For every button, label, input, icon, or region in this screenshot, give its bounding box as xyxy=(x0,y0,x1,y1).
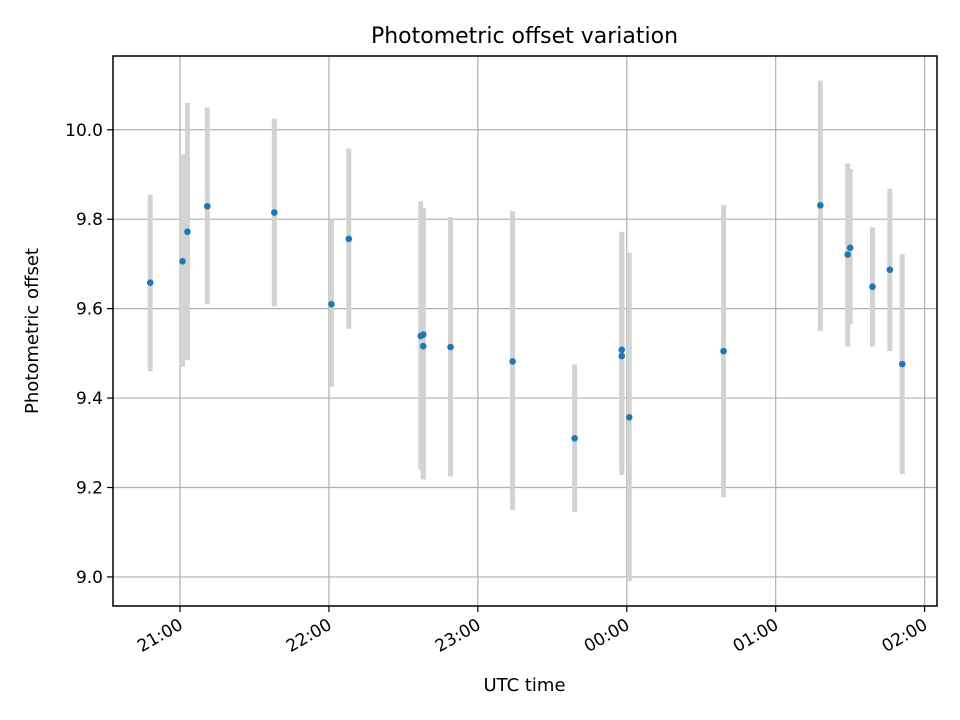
data-point xyxy=(509,358,516,365)
data-point xyxy=(625,414,633,421)
data-point xyxy=(328,300,335,308)
y-axis-label: Photometric offset xyxy=(22,248,43,414)
data-point xyxy=(571,435,578,442)
data-point xyxy=(204,202,211,210)
data-point xyxy=(846,244,854,252)
x-tick-label: 21:00 xyxy=(134,615,186,657)
data-point xyxy=(618,352,626,360)
data-point xyxy=(146,279,154,287)
x-tick-label: 22:00 xyxy=(283,615,335,657)
y-tick-label: 9.8 xyxy=(76,210,103,230)
grid xyxy=(113,56,937,606)
data-point xyxy=(886,266,894,274)
data-point xyxy=(817,202,824,209)
x-axis-label: UTC time xyxy=(483,675,565,696)
x-tick-label: 23:00 xyxy=(432,615,484,657)
plot-frame xyxy=(112,55,938,607)
data-point xyxy=(179,257,186,265)
data-point xyxy=(869,283,876,291)
x-axis: 21:00 22:00 23:00 00:00 01:00 02:00 xyxy=(134,606,931,657)
data-point xyxy=(419,331,427,338)
y-axis: 9.0 9.2 9.4 9.6 9.8 10.0 xyxy=(65,121,113,588)
y-tick-label: 9.6 xyxy=(76,300,103,320)
data-point xyxy=(271,209,278,216)
y-tick-label: 9.2 xyxy=(76,479,103,499)
errorbars xyxy=(147,80,905,582)
y-tick-label: 10.0 xyxy=(65,121,103,141)
x-tick-label: 01:00 xyxy=(730,615,782,657)
data-point xyxy=(618,346,626,354)
data-point xyxy=(720,347,727,355)
x-tick-label: 00:00 xyxy=(581,615,633,657)
y-tick-label: 9.4 xyxy=(76,389,103,409)
data-points xyxy=(146,202,906,442)
data-point xyxy=(844,251,851,258)
data-point xyxy=(345,235,353,243)
data-point xyxy=(898,360,906,368)
y-tick-label: 9.0 xyxy=(76,568,103,588)
data-point xyxy=(184,228,191,236)
chart-title: Photometric offset variation xyxy=(371,24,678,49)
x-tick-label: 02:00 xyxy=(879,615,931,657)
data-point xyxy=(447,343,454,351)
data-point xyxy=(419,342,427,350)
